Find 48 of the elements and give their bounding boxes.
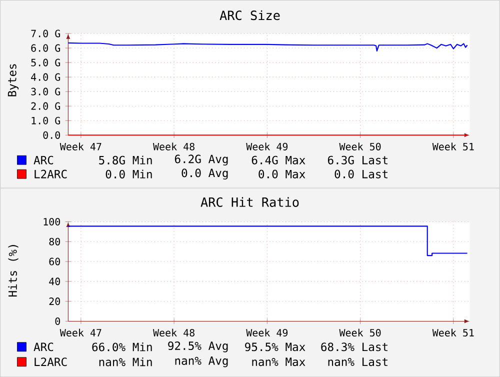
- text: 6.4G Max: [252, 156, 306, 164]
- y-tick-label: 80: [49, 238, 60, 246]
- y-tick-label: 60: [49, 258, 60, 266]
- text: 0.0 Avg: [182, 168, 228, 180]
- text: 0.0 Min: [106, 170, 152, 178]
- legend-label: L2ARC: [34, 358, 67, 366]
- text: nan% Avg: [175, 356, 228, 368]
- y-axis-title: Bytes: [8, 64, 19, 96]
- y-tick-label: 5.0 G: [31, 58, 60, 66]
- x-tick-label: Week 48: [153, 328, 194, 336]
- x-tick-label: Week 51: [432, 328, 474, 336]
- x-tick-label: Week 49: [246, 328, 288, 336]
- legend-label: ARC: [34, 156, 54, 164]
- text: nan% Min: [99, 357, 152, 366]
- text: 92.5% Avg: [168, 341, 228, 352]
- text: nan% Max: [252, 358, 306, 366]
- x-tick-label: Week 50: [339, 142, 381, 150]
- y-tick-label: 0: [55, 317, 60, 325]
- text: 5.8G Min: [99, 156, 152, 164]
- text: 0.0 Last: [334, 170, 388, 178]
- chart-title: ARC Size: [220, 10, 280, 20]
- y-tick-label: 7.0 G: [31, 30, 60, 38]
- text: 68.3% Last: [321, 342, 388, 352]
- y-tick-label: 6.0 G: [31, 44, 60, 52]
- x-tick-label: Week 50: [339, 328, 381, 336]
- x-tick-label: Week 49: [246, 142, 288, 150]
- text: 6.2G Avg: [174, 154, 228, 166]
- y-tick-label: 100: [44, 218, 60, 226]
- legend-label: L2ARC: [34, 170, 67, 178]
- y-axis-title: Hits (%): [8, 244, 18, 296]
- legend-label: ARC: [34, 342, 54, 352]
- y-tick-label: 2.0 G: [31, 102, 60, 110]
- text: nan% Last: [328, 358, 388, 366]
- y-tick-label: 0.0: [43, 131, 60, 139]
- y-tick-label: 3.0 G: [31, 88, 60, 96]
- y-tick-label: 20: [49, 297, 60, 306]
- text: 95.5% Max: [245, 342, 306, 352]
- x-tick-label: Week 47: [60, 142, 102, 150]
- chart-title: ARC Hit Ratio: [200, 197, 299, 207]
- x-tick-label: Week 51: [432, 142, 474, 150]
- x-tick-label: Week 47: [60, 328, 102, 336]
- y-tick-label: 40: [49, 278, 60, 286]
- x-tick-label: Week 48: [153, 142, 194, 150]
- y-tick-label: 1.0 G: [32, 116, 60, 124]
- y-tick-label: 4.0 G: [31, 73, 60, 81]
- text: 66.0% Min: [92, 342, 152, 352]
- text: 0.0 Max: [258, 170, 306, 178]
- text: 6.3G Last: [328, 156, 388, 164]
